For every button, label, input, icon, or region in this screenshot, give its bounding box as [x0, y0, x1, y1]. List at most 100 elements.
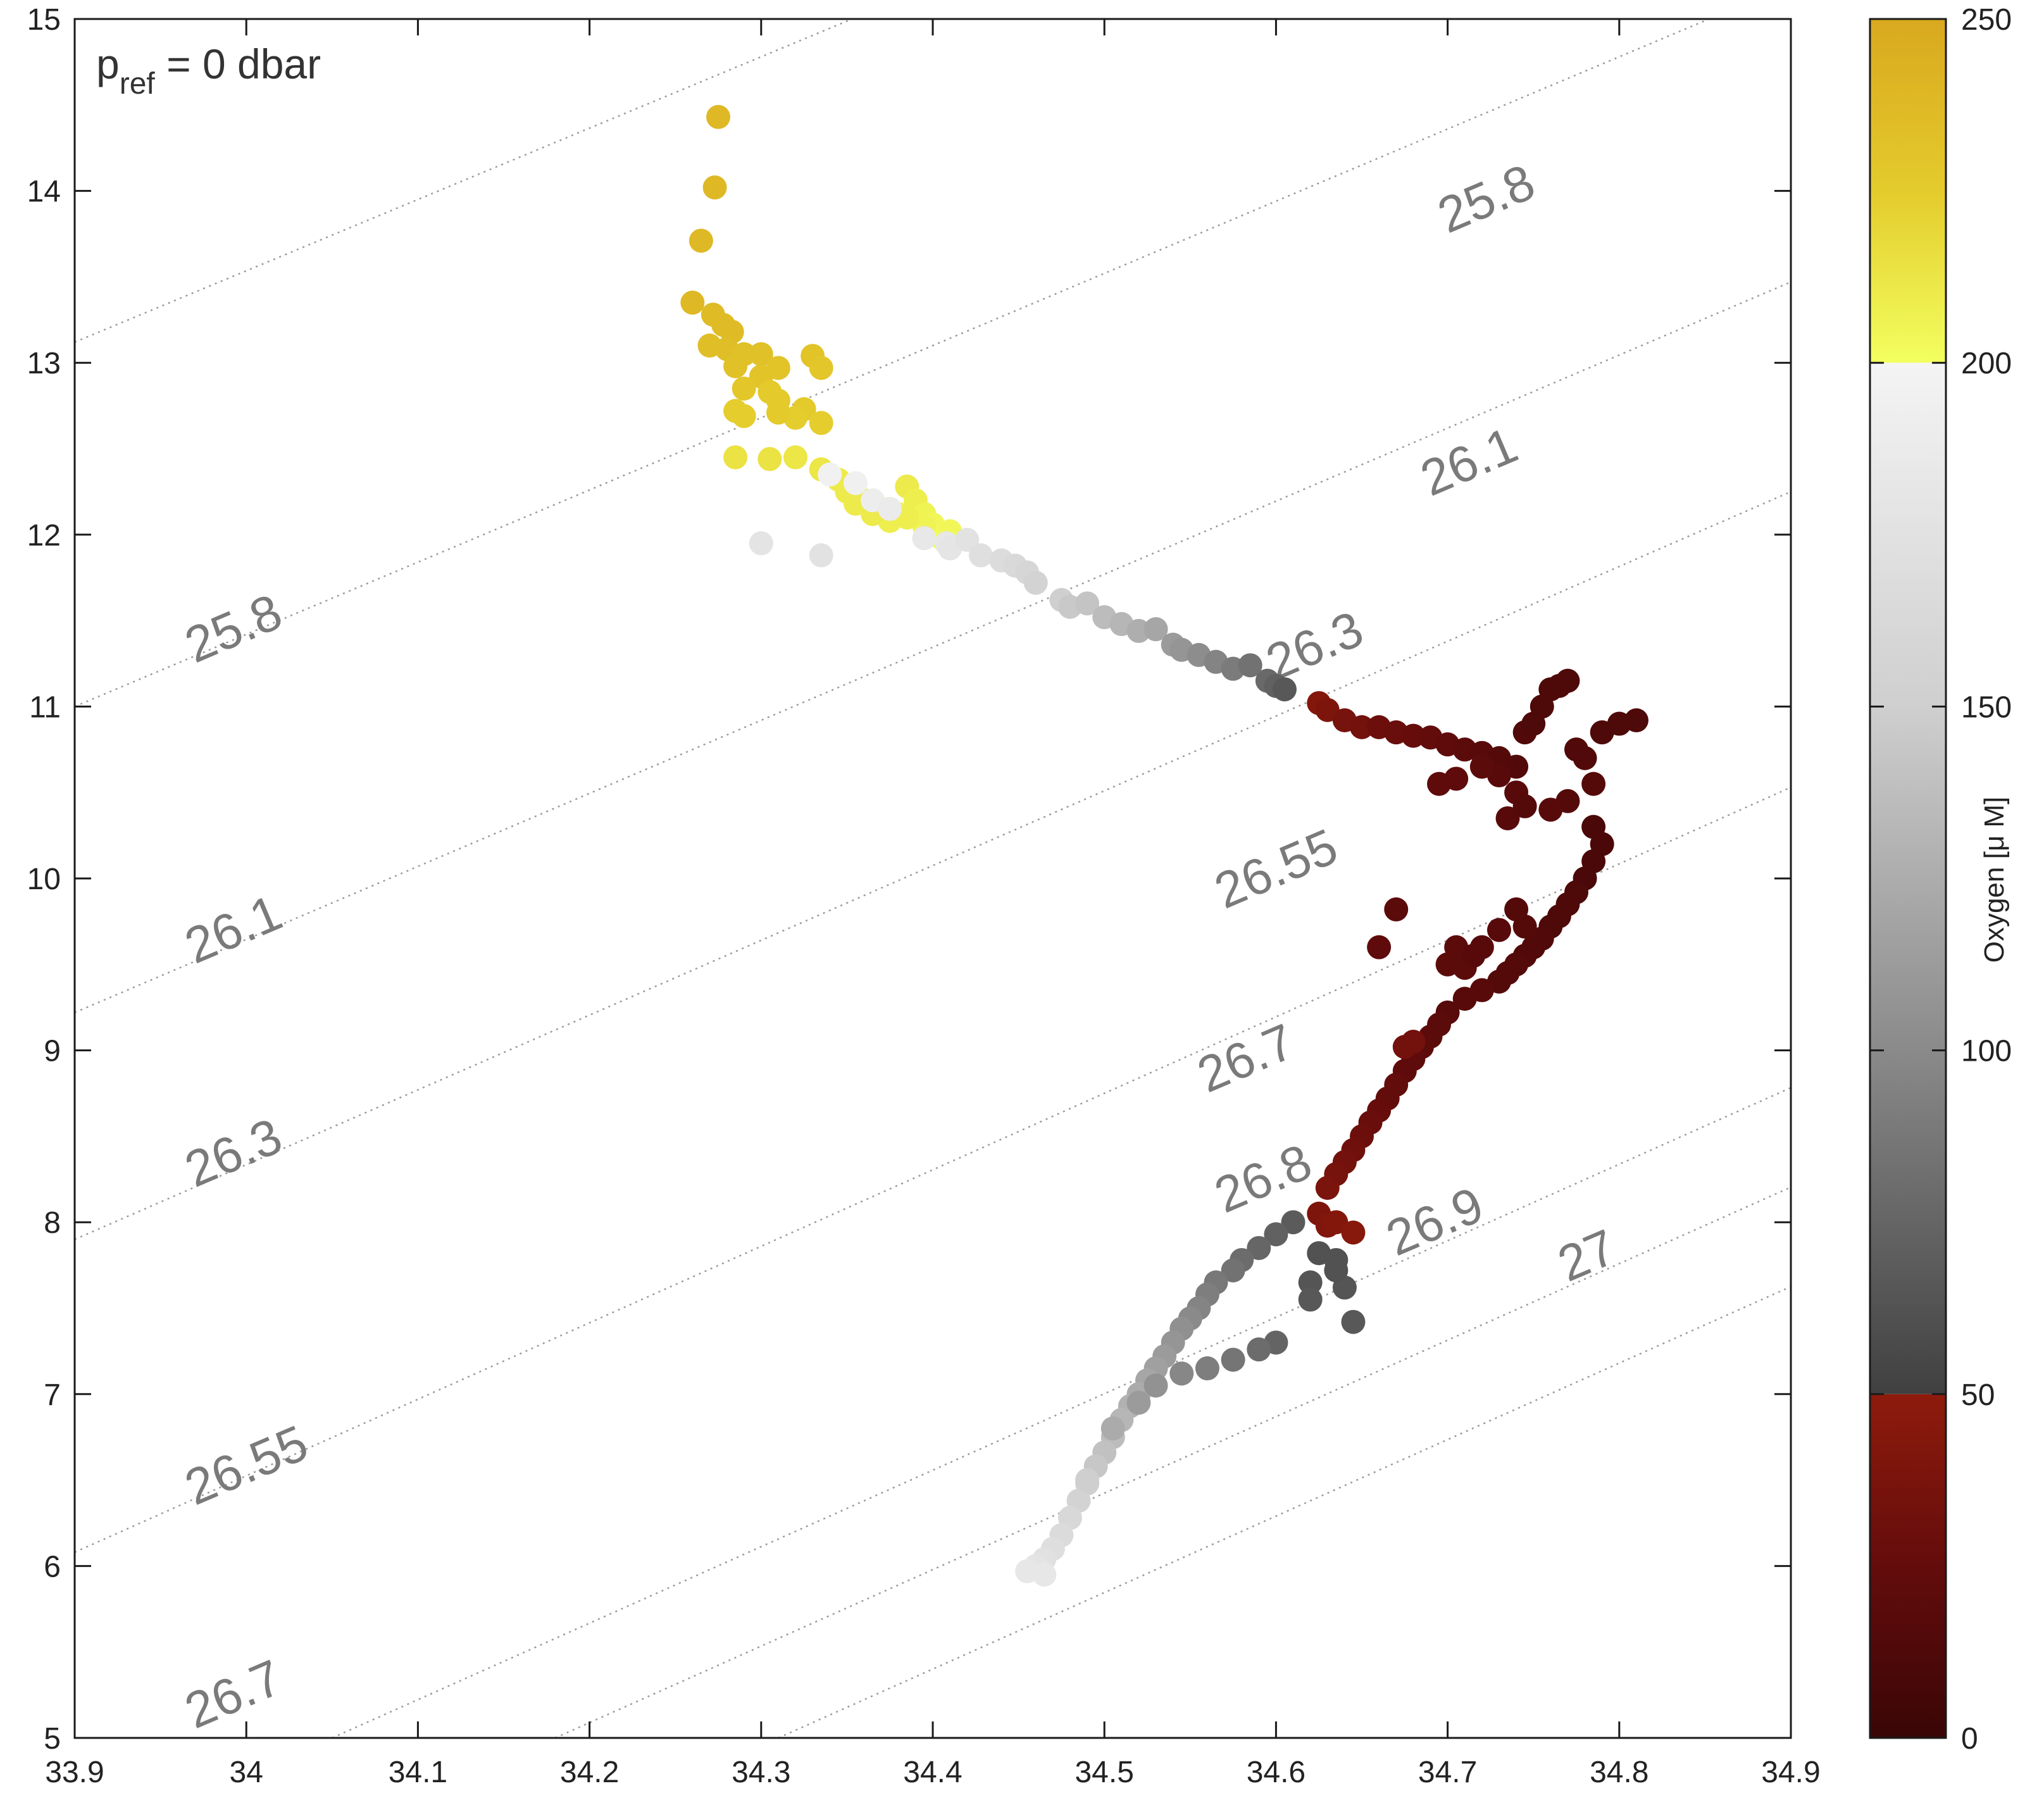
y-tick-label: 7: [44, 1378, 61, 1412]
y-tick-label: 5: [44, 1722, 61, 1756]
colorbar-tick-label: 150: [1961, 690, 2012, 724]
data-point: [809, 356, 833, 380]
x-tick-label: 34.7: [1418, 1756, 1477, 1789]
data-point: [1075, 591, 1100, 616]
data-point: [1512, 794, 1537, 818]
data-point: [1169, 1361, 1194, 1386]
data-point: [680, 290, 705, 315]
data-point: [1452, 987, 1477, 1011]
x-tick-label: 34.9: [1761, 1756, 1820, 1789]
data-point: [783, 445, 808, 470]
data-point: [1281, 1210, 1306, 1235]
data-point: [1195, 1356, 1219, 1381]
y-tick-label: 9: [44, 1035, 61, 1068]
data-point: [1486, 918, 1511, 942]
y-tick-label: 6: [44, 1550, 61, 1583]
data-point: [1247, 1337, 1271, 1362]
y-tick-label: 14: [27, 175, 61, 209]
data-point: [809, 543, 833, 568]
data-point: [1461, 944, 1486, 968]
data-point: [1341, 1220, 1366, 1245]
data-point: [1512, 915, 1537, 939]
data-point: [1272, 677, 1297, 702]
data-point: [1367, 935, 1392, 959]
data-point: [912, 526, 937, 551]
data-point: [1624, 708, 1648, 733]
data-point: [1324, 1258, 1349, 1283]
x-tick-label: 34.1: [389, 1756, 447, 1789]
data-point: [818, 462, 842, 487]
data-point: [723, 445, 748, 470]
annotation-rest: = 0 dbar: [155, 41, 321, 87]
data-point: [1401, 1030, 1426, 1054]
x-tick-label: 34.3: [732, 1756, 790, 1789]
data-point: [757, 447, 782, 472]
data-point: [723, 399, 748, 423]
data-point: [723, 354, 748, 378]
data-point: [1315, 1175, 1340, 1200]
reference-pressure-annotation: pref = 0 dbar: [96, 41, 321, 101]
y-tick-label: 12: [27, 519, 61, 553]
density-contour-27: [778, 1285, 1792, 1739]
colorbar-frame: [1869, 18, 1947, 1739]
annotation-subscript: ref: [120, 67, 156, 101]
x-tick-label: 34.4: [903, 1756, 962, 1789]
y-tick-label: 10: [27, 863, 61, 896]
x-tick-label: 34.5: [1075, 1756, 1133, 1789]
data-point: [1538, 797, 1563, 822]
data-point: [1144, 617, 1168, 642]
data-points: [680, 104, 1648, 1587]
data-point: [1221, 1347, 1245, 1372]
colorbar-segment: [1870, 1394, 1946, 1738]
x-tick-label: 33.9: [45, 1756, 104, 1789]
data-point: [1075, 1468, 1100, 1492]
data-point: [809, 411, 833, 435]
data-point: [955, 527, 980, 552]
data-point: [968, 543, 993, 568]
data-point: [1341, 1309, 1366, 1334]
data-point: [1573, 746, 1597, 770]
data-point: [1384, 897, 1409, 921]
data-point: [1469, 754, 1494, 779]
density-contour-25-8: [74, 18, 853, 343]
data-point: [1032, 1562, 1057, 1587]
data-point: [1444, 766, 1469, 791]
density-contour-lines: [74, 18, 1792, 1739]
data-point: [766, 400, 790, 425]
data-point: [1495, 806, 1520, 830]
y-tick-label: 11: [29, 690, 61, 724]
data-point: [1247, 1235, 1271, 1260]
data-point: [1221, 1258, 1245, 1283]
data-point: [1581, 771, 1606, 796]
y-tick-label: 8: [44, 1206, 61, 1240]
x-tick-label: 34.6: [1247, 1756, 1306, 1789]
data-point: [706, 104, 730, 129]
y-tick-label: 15: [27, 3, 61, 37]
colorbar-segment: [1870, 19, 1946, 363]
x-tick-label: 34.2: [560, 1756, 619, 1789]
density-contour-26-9: [554, 1186, 1792, 1739]
data-point: [1023, 570, 1048, 595]
data-point: [1126, 1390, 1151, 1415]
data-point: [749, 531, 773, 556]
colorbar-tick-label: 250: [1961, 3, 2012, 37]
colorbar-label: Oxygen [μ M]: [1979, 797, 2010, 963]
data-point: [732, 376, 756, 401]
density-contour-26-3: [74, 281, 1792, 1013]
data-point: [1350, 715, 1374, 739]
density-contour-26-8: [332, 1087, 1792, 1739]
data-point: [878, 497, 902, 522]
data-point: [1264, 1222, 1288, 1247]
data-point: [1144, 1373, 1168, 1398]
colorbar: 0 50 100 150 200 250: [1869, 3, 2012, 1756]
data-point: [843, 471, 868, 496]
y-tick-label: 13: [27, 347, 61, 380]
annotation-p: p: [96, 41, 120, 87]
data-point: [1238, 653, 1262, 678]
colorbar-tick-label: 100: [1961, 1035, 2012, 1068]
data-point: [749, 342, 773, 366]
colorbar-tick-label: 200: [1961, 347, 2012, 380]
data-point: [1298, 1287, 1323, 1312]
data-point: [1555, 668, 1580, 693]
